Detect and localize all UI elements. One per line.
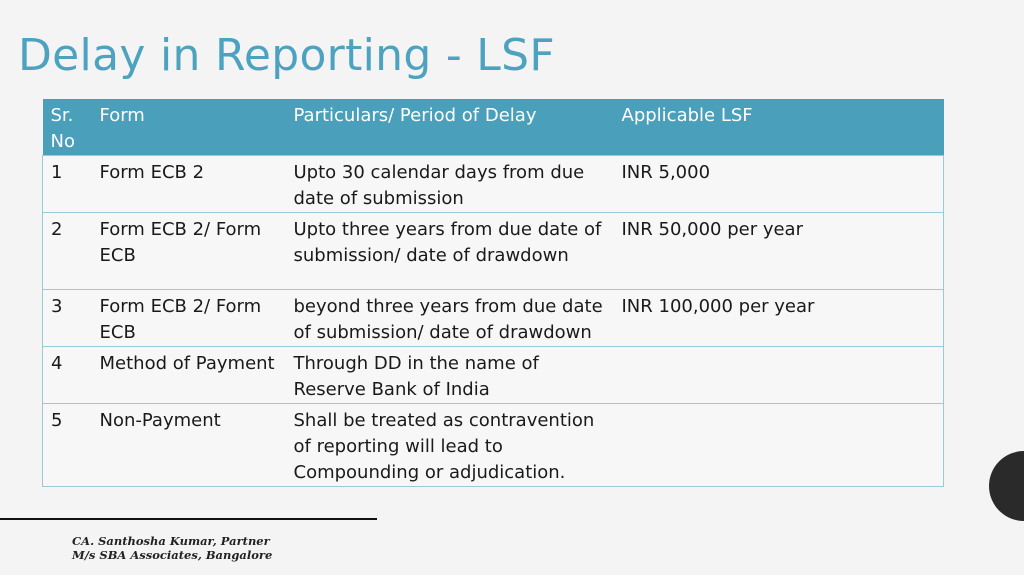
cell-sr-no: 2 [42,212,92,290]
header-applicable-lsf: Applicable LSF [613,99,944,156]
cell-form: Form ECB 2/ Form ECB [91,289,286,347]
cell-sr-no: 5 [42,403,92,487]
cell-form: Form ECB 2 [91,155,286,213]
cell-particulars: Through DD in the name of Reserve Bank o… [285,346,614,404]
header-particulars: Particulars/ Period of Delay [285,99,614,156]
decorative-circle [989,451,1024,521]
slide-title: Delay in Reporting - LSF [18,30,555,81]
lsf-table: Sr. No Form Particulars/ Period of Delay… [42,99,944,487]
table-row: 3 Form ECB 2/ Form ECB beyond three year… [42,289,944,347]
footer-divider [0,518,377,520]
cell-sr-no: 4 [42,346,92,404]
table-header-row: Sr. No Form Particulars/ Period of Delay… [42,99,944,156]
table-row: 4 Method of Payment Through DD in the na… [42,346,944,404]
cell-sr-no: 1 [42,155,92,213]
cell-form: Non-Payment [91,403,286,487]
cell-lsf [613,403,944,487]
footer-author: CA. Santhosha Kumar, Partner [72,534,270,548]
header-sr-no: Sr. No [42,99,92,156]
cell-particulars: Upto 30 calendar days from due date of s… [285,155,614,213]
cell-lsf: INR 100,000 per year [613,289,944,347]
footer-firm: M/s SBA Associates, Bangalore [72,548,273,562]
footer-credit: CA. Santhosha Kumar, Partner M/s SBA Ass… [72,534,272,562]
table-row: 1 Form ECB 2 Upto 30 calendar days from … [42,155,944,213]
cell-lsf [613,346,944,404]
table-row: 2 Form ECB 2/ Form ECB Upto three years … [42,212,944,290]
cell-particulars: beyond three years from due date of subm… [285,289,614,347]
cell-lsf: INR 5,000 [613,155,944,213]
table-row: 5 Non-Payment Shall be treated as contra… [42,403,944,487]
header-form: Form [91,99,286,156]
cell-form: Method of Payment [91,346,286,404]
cell-form: Form ECB 2/ Form ECB [91,212,286,290]
cell-particulars: Shall be treated as contravention of rep… [285,403,614,487]
cell-sr-no: 3 [42,289,92,347]
cell-lsf: INR 50,000 per year [613,212,944,290]
cell-particulars: Upto three years from due date of submis… [285,212,614,290]
